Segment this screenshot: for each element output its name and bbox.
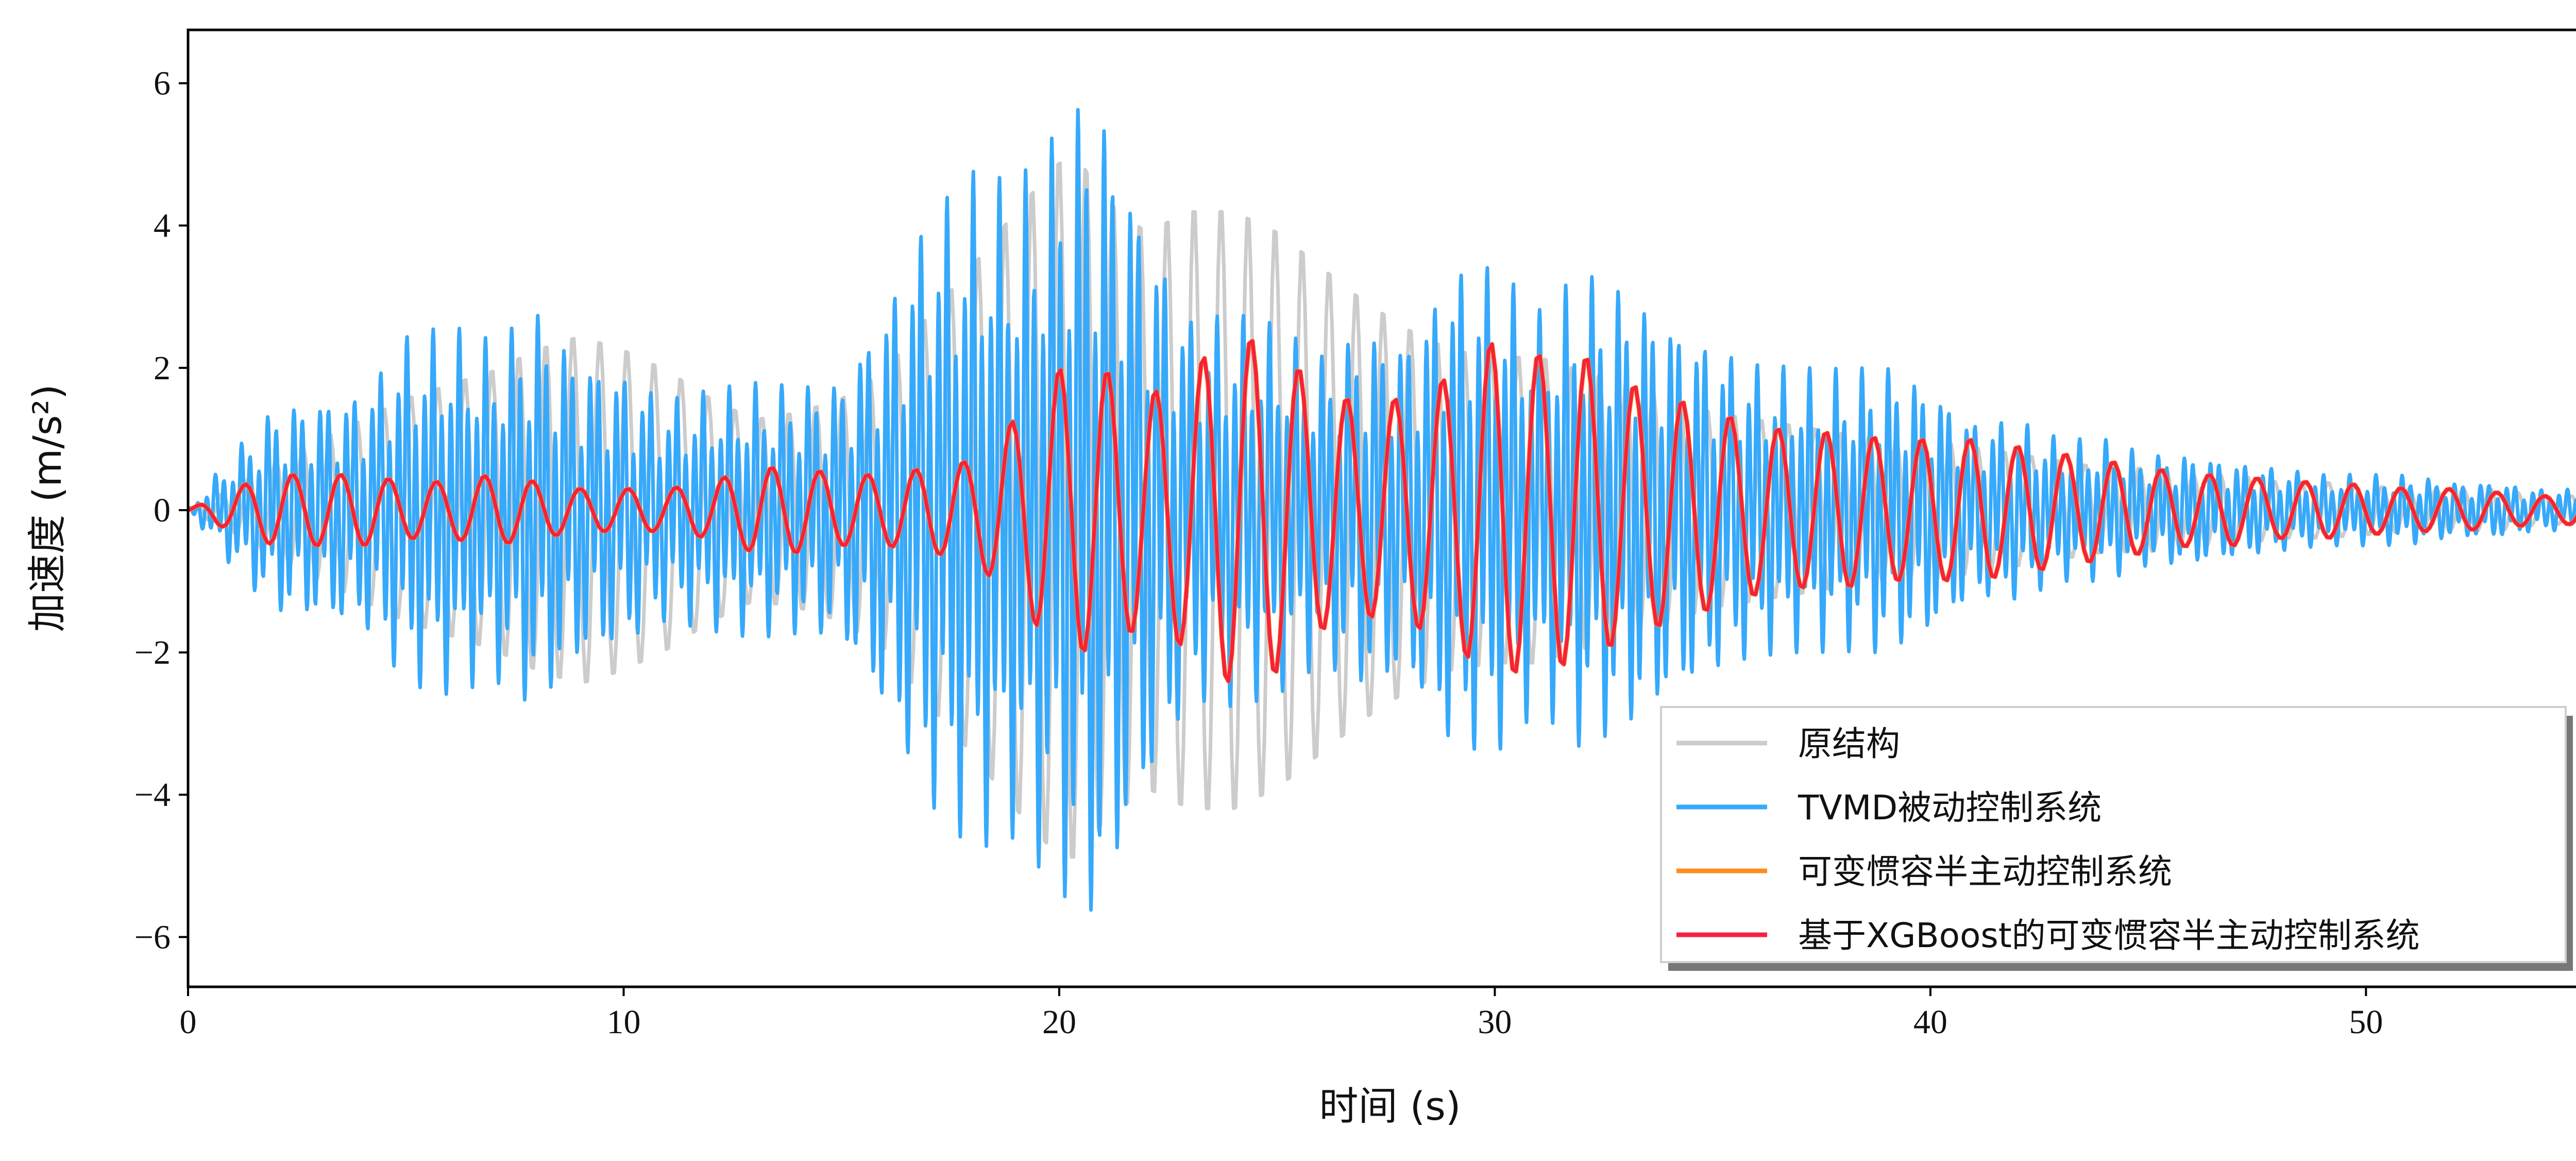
y-tick-label: 4 <box>154 207 171 245</box>
y-tick-label: −4 <box>134 776 171 814</box>
legend-label: 可变惯容半主动控制系统 <box>1798 852 2172 891</box>
y-axis: 6 4 2 0 −2 −4 −6 <box>134 65 188 956</box>
x-axis: 0 10 20 30 40 50 <box>180 987 2383 1041</box>
series-line-3 <box>188 339 2576 683</box>
y-tick-label: 6 <box>154 65 171 103</box>
y-tick-label: −6 <box>134 918 171 956</box>
series-layer <box>188 108 2576 912</box>
x-tick-label: 0 <box>180 1003 197 1041</box>
x-tick-label: 20 <box>1042 1003 1076 1041</box>
legend: 原结构 TVMD被动控制系统可变惯容半主动控制系统基于XGBoost的可变惯容半主… <box>1660 706 2573 971</box>
legend-label: 基于XGBoost的可变惯容半主动控制系统 <box>1798 916 2420 955</box>
x-tick-label: 30 <box>1478 1003 1512 1041</box>
x-tick-label: 10 <box>606 1003 640 1041</box>
y-tick-label: 2 <box>154 349 171 387</box>
x-tick-label: 50 <box>2349 1003 2383 1041</box>
x-axis-title: 时间 (s) <box>1319 1083 1461 1129</box>
legend-label: TVMD被动控制系统 <box>1798 788 2102 828</box>
legend-label: 原结构 <box>1798 724 1900 764</box>
legend-box <box>1660 706 2567 963</box>
x-tick-label: 40 <box>1913 1003 1947 1041</box>
y-tick-label: 0 <box>154 492 171 529</box>
series-line-1 <box>188 108 2576 912</box>
y-tick-label: −2 <box>134 634 171 671</box>
plot-frame <box>187 28 2576 988</box>
y-axis-title: 加速度 (m/s²) <box>24 384 70 632</box>
